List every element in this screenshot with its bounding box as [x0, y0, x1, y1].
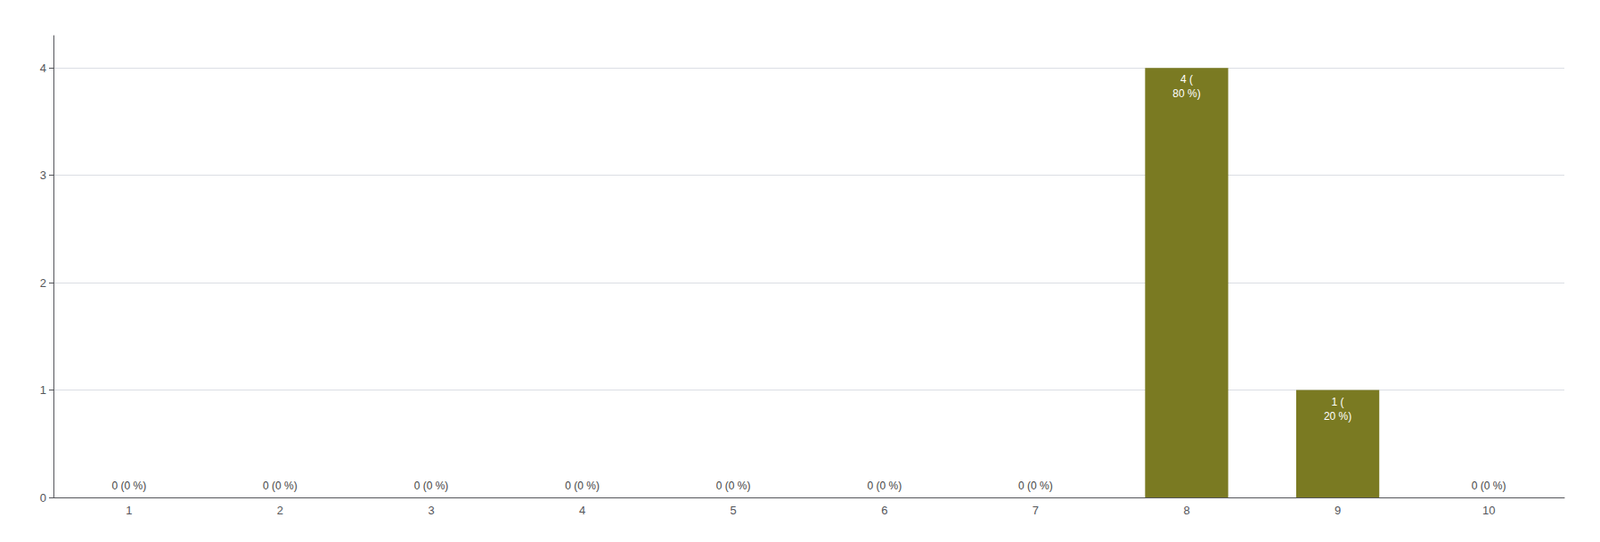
svg-text:3: 3 [427, 503, 434, 517]
svg-text:80 %): 80 %) [1172, 87, 1200, 100]
svg-text:0 (0 %): 0 (0 %) [262, 479, 298, 492]
svg-text:2: 2 [40, 276, 47, 290]
svg-text:1: 1 [40, 383, 47, 397]
svg-text:10: 10 [1482, 503, 1495, 517]
svg-text:4 (: 4 ( [1180, 73, 1193, 86]
svg-text:20 %): 20 %) [1323, 409, 1352, 423]
svg-text:0 (0 %): 0 (0 %) [716, 479, 752, 492]
svg-text:0 (0 %): 0 (0 %) [414, 479, 449, 492]
svg-text:7: 7 [1032, 503, 1039, 517]
svg-text:2: 2 [277, 503, 284, 517]
svg-text:6: 6 [881, 503, 888, 517]
svg-text:0 (0 %): 0 (0 %) [564, 479, 600, 492]
svg-text:4: 4 [40, 61, 47, 75]
svg-text:1 (: 1 ( [1331, 395, 1345, 409]
svg-text:9: 9 [1334, 503, 1341, 517]
svg-text:0 (0 %): 0 (0 %) [111, 479, 147, 492]
svg-text:3: 3 [40, 168, 47, 182]
svg-text:5: 5 [730, 503, 737, 517]
svg-text:0 (0 %): 0 (0 %) [1018, 479, 1054, 492]
svg-text:0 (0 %): 0 (0 %) [1471, 479, 1507, 492]
svg-text:0: 0 [40, 490, 47, 505]
svg-text:1: 1 [125, 503, 132, 517]
svg-text:4: 4 [579, 503, 586, 517]
svg-text:0 (0 %): 0 (0 %) [866, 479, 902, 492]
svg-text:8: 8 [1183, 503, 1190, 517]
